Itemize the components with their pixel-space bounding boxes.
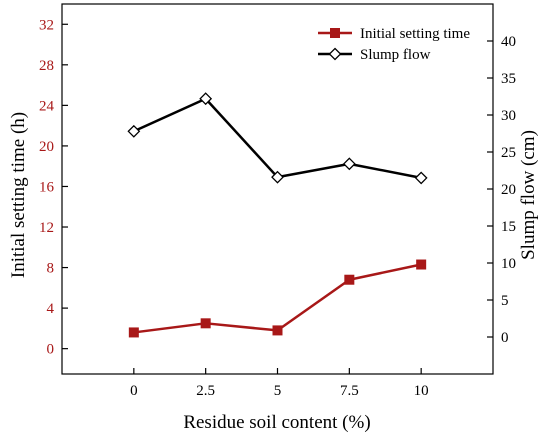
left-tick-label: 24 [39,98,55,114]
legend-marker [330,28,340,38]
slump-flow-marker [271,170,284,184]
right-tick-label: 25 [501,145,516,161]
x-tick-label: 10 [414,383,429,399]
right-tick-label: 0 [501,330,509,346]
right-tick-label: 15 [501,219,516,235]
legend: Initial setting time Slump flow [318,26,470,63]
left-y-axis: 0 4 8 12 16 20 24 28 32 [39,17,68,358]
right-axis-title: Slump flow (cm) [518,130,539,260]
setting-time-marker [416,259,427,270]
left-tick-label: 28 [39,58,54,74]
slump-flow-marker [342,157,356,171]
legend-label: Slump flow [360,47,431,63]
slump-flow-line [133,97,422,180]
setting-time-marker [200,318,211,329]
right-y-axis: 0 5 10 15 20 25 30 35 40 [487,34,516,346]
slump-flow-marker [414,171,428,185]
x-tick-label: 7.5 [340,383,359,399]
slump-flow-marker [127,124,141,138]
slump-flow-marker [199,92,213,106]
left-tick-label: 8 [47,261,55,277]
x-axis-title: Residue soil content (%) [183,412,370,433]
right-tick-label: 40 [501,34,516,50]
series-layer [127,92,428,338]
left-tick-label: 0 [47,342,55,358]
x-axis: 0 2.5 5 7.5 10 [130,368,429,399]
right-tick-label: 35 [501,71,516,87]
x-tick-label: 5 [274,383,282,399]
left-tick-label: 4 [47,301,55,317]
x-tick-label: 2.5 [196,383,215,399]
left-tick-label: 32 [39,17,54,33]
setting-time-line [133,263,422,334]
setting-time-marker [272,325,283,336]
setting-time-marker [344,274,355,285]
legend-label: Initial setting time [360,26,470,42]
left-tick-label: 12 [39,220,54,236]
left-tick-label: 16 [39,179,55,195]
setting-time-marker [128,327,139,338]
right-tick-label: 5 [501,293,509,309]
right-tick-label: 10 [501,256,516,272]
left-tick-label: 20 [39,139,54,155]
right-tick-label: 30 [501,108,516,124]
left-axis-title: Initial setting time (h) [8,112,29,278]
x-tick-label: 0 [130,383,138,399]
right-tick-label: 20 [501,182,516,198]
legend-marker [328,47,342,61]
